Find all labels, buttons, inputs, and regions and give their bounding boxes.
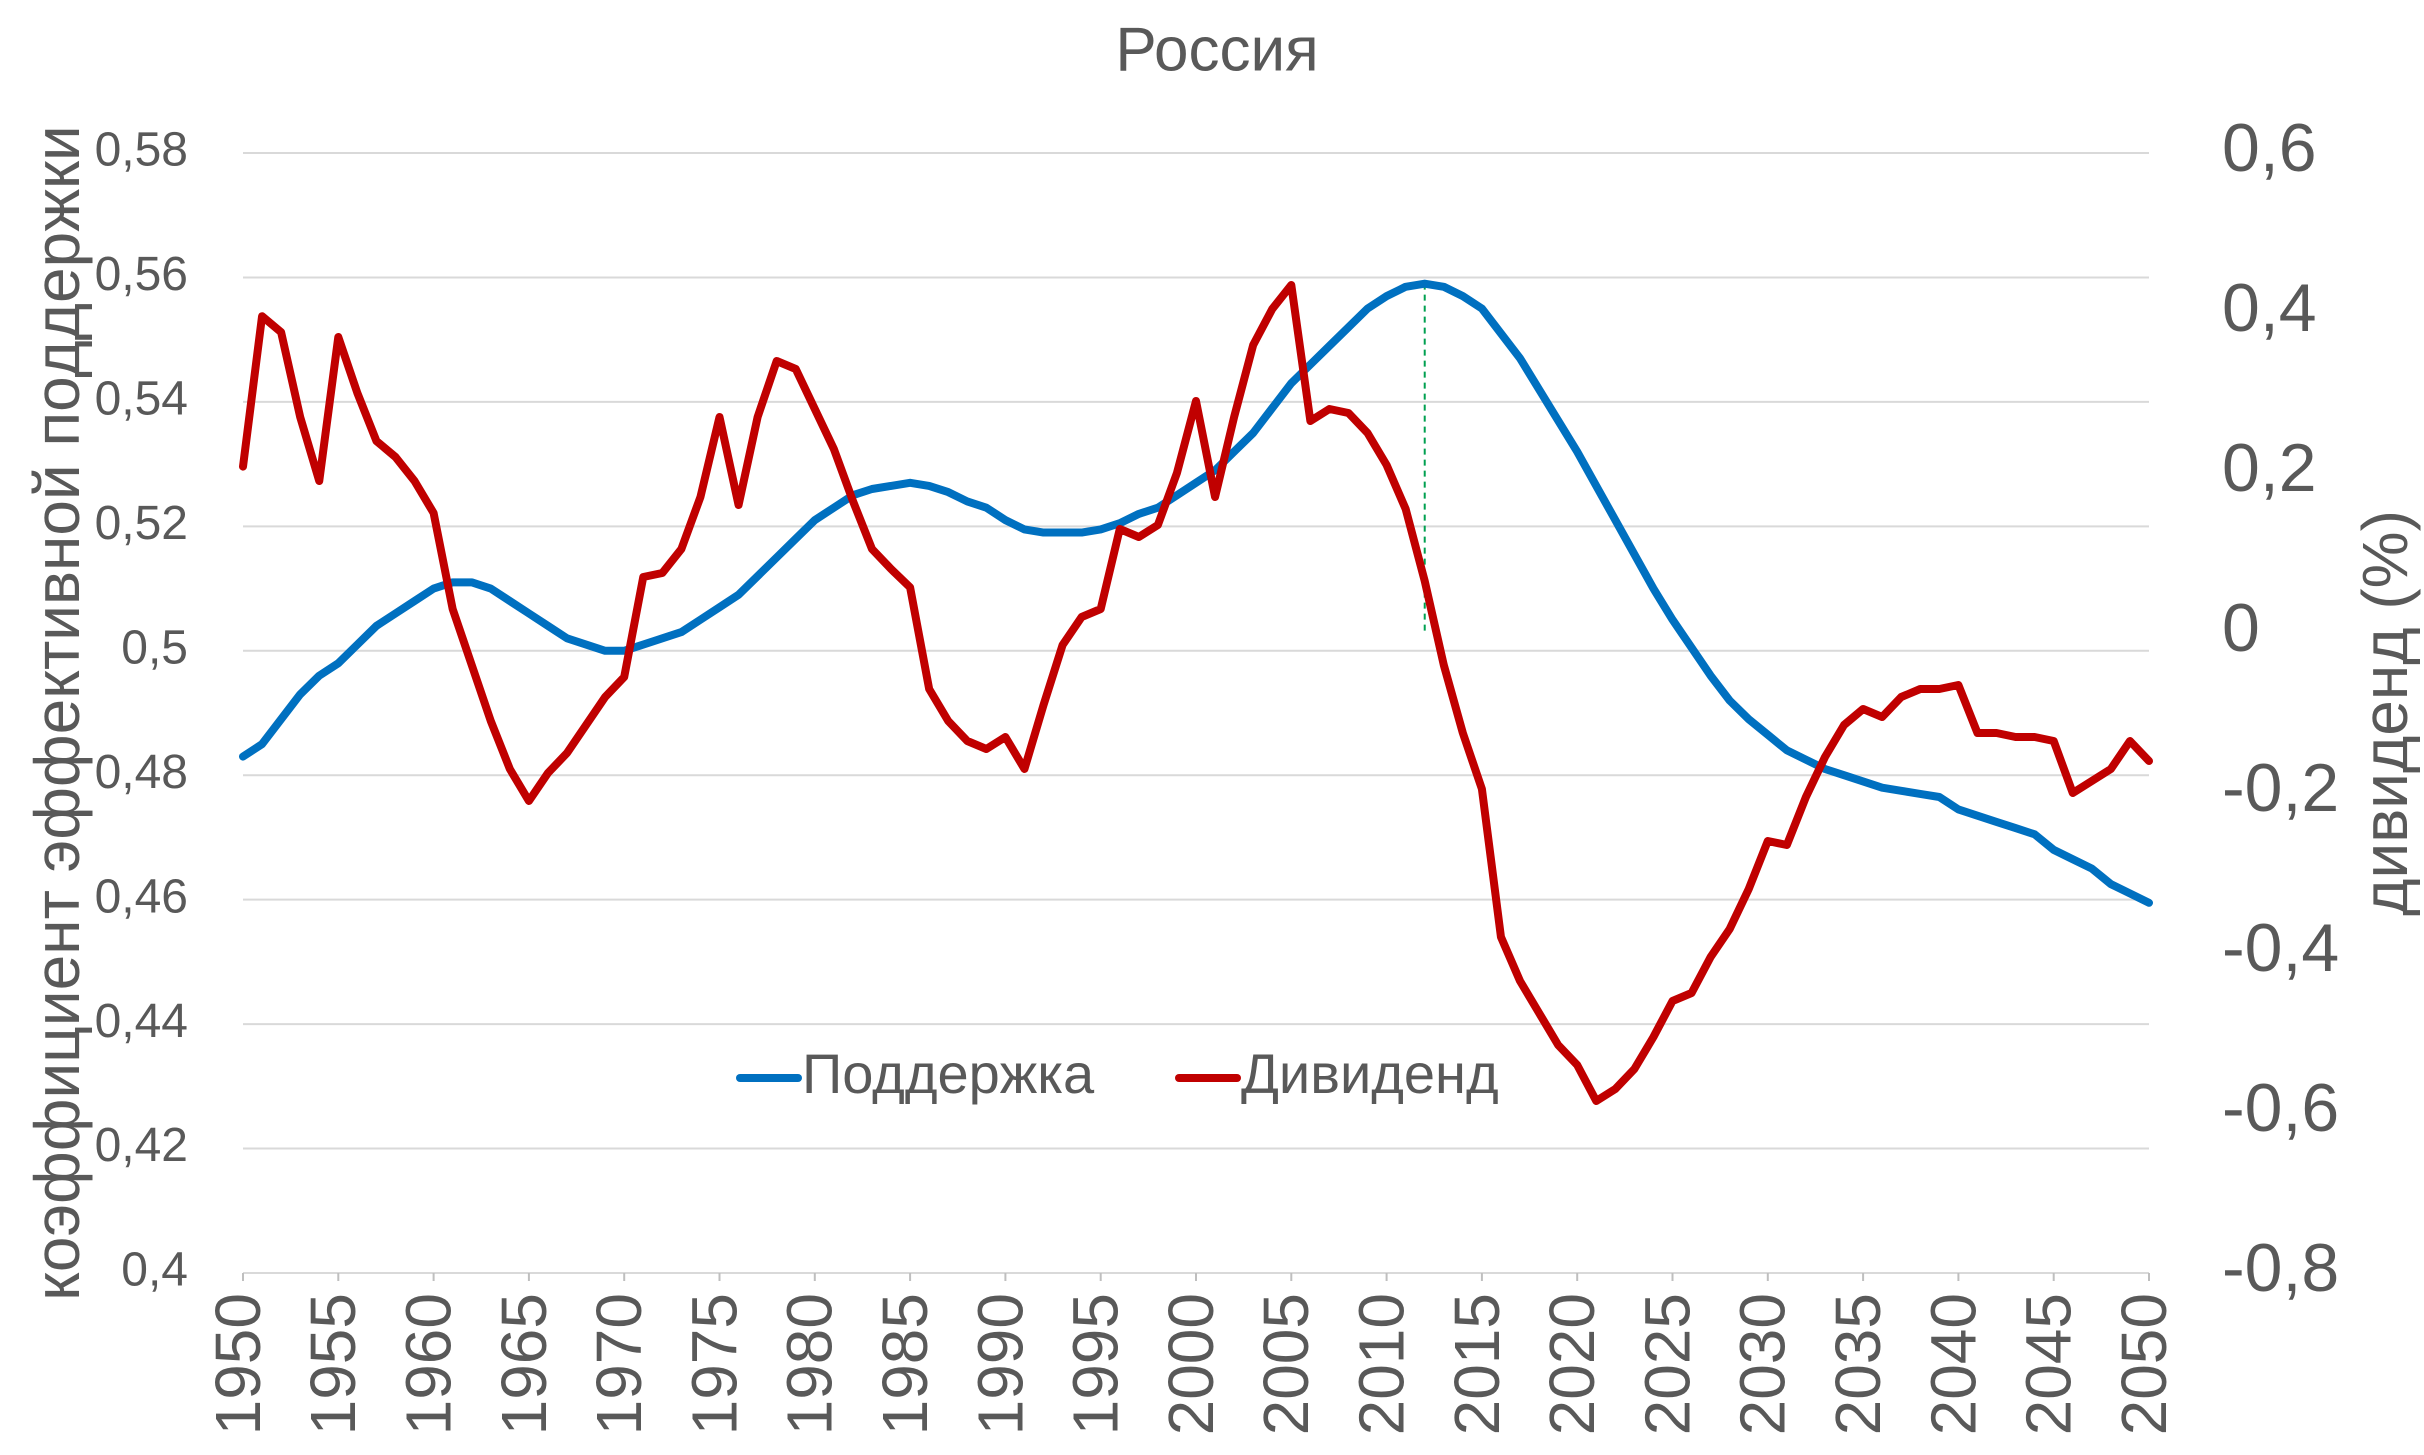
x-tick-label: 1950 [202,1293,274,1435]
y-tick-label: 0,58 [95,124,188,177]
y2-tick-label: -0,4 [2222,910,2339,986]
x-tick-label: 1990 [964,1293,1036,1435]
y2-tick-label: 0,4 [2222,270,2317,346]
x-tick-label: 1960 [393,1293,465,1435]
y-axis-title: коэффициент эффективной поддержки [21,125,93,1301]
x-tick-label: 2045 [2013,1293,2085,1435]
y2-tick-label: -0,8 [2222,1230,2339,1306]
y-tick-label: 0,5 [121,621,188,674]
x-tick-label: 2040 [1917,1293,1989,1435]
y-tick-label: 0,44 [95,995,188,1048]
series-line [239,279,2153,907]
x-tick-label: 2050 [2108,1293,2180,1435]
legend-label: Поддержка [802,1042,1095,1105]
x-tick-label: 2020 [1536,1293,1608,1435]
y-tick-label: 0,52 [95,497,188,550]
y2-tick-label: -0,2 [2222,750,2339,826]
x-tick-label: 2005 [1250,1293,1322,1435]
y-tick-label: 0,4 [121,1244,188,1297]
y-tick-label: 0,46 [95,870,188,923]
x-tick-label: 2010 [1346,1293,1418,1435]
y-tick-label: 0,48 [95,746,188,799]
series-line [239,281,2153,1105]
x-tick-label: 1970 [583,1293,655,1435]
y2-tick-label: 0 [2222,590,2260,666]
y2-tick-label: 0,2 [2222,430,2317,506]
chart-title: Россия [1115,15,1318,84]
y2-tick-label: -0,6 [2222,1070,2339,1146]
x-tick-label: 1995 [1060,1293,1132,1435]
x-tick-label: 1975 [678,1293,750,1435]
y-tick-label: 0,42 [95,1119,188,1172]
legend-label: Дивиденд [1241,1042,1499,1105]
y2-tick-label: 0,6 [2222,110,2317,186]
x-tick-label: 2035 [1822,1293,1894,1435]
x-tick-label: 2015 [1441,1293,1513,1435]
x-tick-label: 2000 [1155,1293,1227,1435]
y2-axis-title: дивиденд (%) [2349,510,2421,916]
x-tick-label: 1985 [869,1293,941,1435]
y-tick-label: 0,54 [95,373,188,426]
x-tick-label: 2025 [1631,1293,1703,1435]
x-tick-label: 2030 [1727,1293,1799,1435]
y-tick-label: 0,56 [95,248,188,301]
x-tick-label: 1955 [297,1293,369,1435]
x-tick-label: 1965 [488,1293,560,1435]
x-tick-label: 1980 [774,1293,846,1435]
